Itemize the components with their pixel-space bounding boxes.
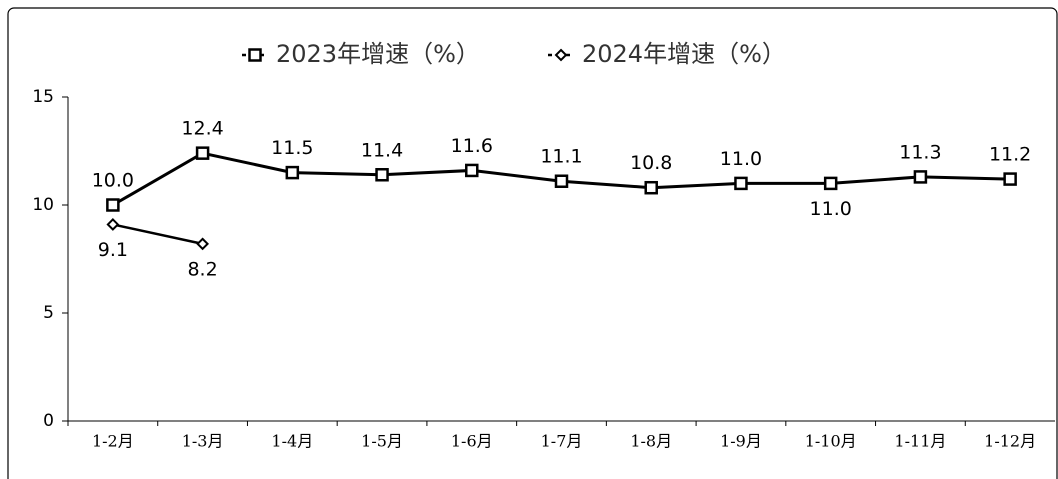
value-label: 12.4 [181, 118, 223, 140]
value-label: 11.0 [810, 198, 852, 220]
legend-marker [248, 48, 262, 62]
x-tick-label: 1-4月 [271, 432, 313, 451]
point [913, 170, 928, 184]
x-tick-label: 1-9月 [720, 432, 762, 451]
value-label: 11.2 [989, 144, 1031, 166]
value-label: 11.1 [540, 146, 582, 168]
value-label: 11.3 [899, 141, 941, 163]
point [465, 163, 479, 178]
value-label: 11.5 [271, 137, 313, 159]
x-tick-label: 1-8月 [630, 432, 672, 451]
y-tick-label: 15 [32, 87, 54, 107]
value-label: 8.2 [187, 258, 217, 280]
value-label: 11.6 [451, 135, 493, 157]
legend: 2023年增速（%） 2024年增速（%） [242, 40, 786, 68]
point [375, 168, 389, 182]
legend-label: 2023年增速（%） [276, 40, 480, 68]
y-tick-label: 10 [32, 195, 54, 215]
value-label: 9.1 [98, 239, 128, 261]
x-tick-label: 1-11月 [894, 432, 946, 451]
point [195, 146, 210, 160]
x-tick-label: 1-3月 [182, 432, 224, 451]
x-tick-label: 1-12月 [984, 432, 1036, 451]
value-label: 10.0 [92, 170, 134, 192]
x-tick-label: 1-6月 [451, 432, 493, 451]
x-tick-label: 1-2月 [92, 432, 134, 451]
value-label: 10.8 [630, 152, 672, 174]
point [554, 174, 569, 188]
x-tick-label: 1-10月 [805, 432, 857, 451]
point [106, 198, 120, 212]
legend-marker [554, 48, 568, 62]
point [823, 176, 838, 191]
y-tick-label: 0 [43, 411, 54, 431]
y-tick-label: 5 [43, 303, 54, 323]
chart-border [7, 7, 1058, 479]
value-label: 11.4 [361, 139, 403, 161]
value-label: 11.0 [720, 148, 762, 170]
point [106, 218, 120, 231]
point [644, 180, 658, 195]
series-line [112, 223, 203, 246]
legend-label: 2024年增速（%） [582, 40, 786, 68]
point [285, 165, 300, 180]
x-tick-label: 1-7月 [541, 432, 583, 451]
point [196, 237, 210, 251]
point [734, 176, 748, 191]
point [1003, 172, 1017, 186]
x-tick-label: 1-5月 [361, 432, 403, 451]
